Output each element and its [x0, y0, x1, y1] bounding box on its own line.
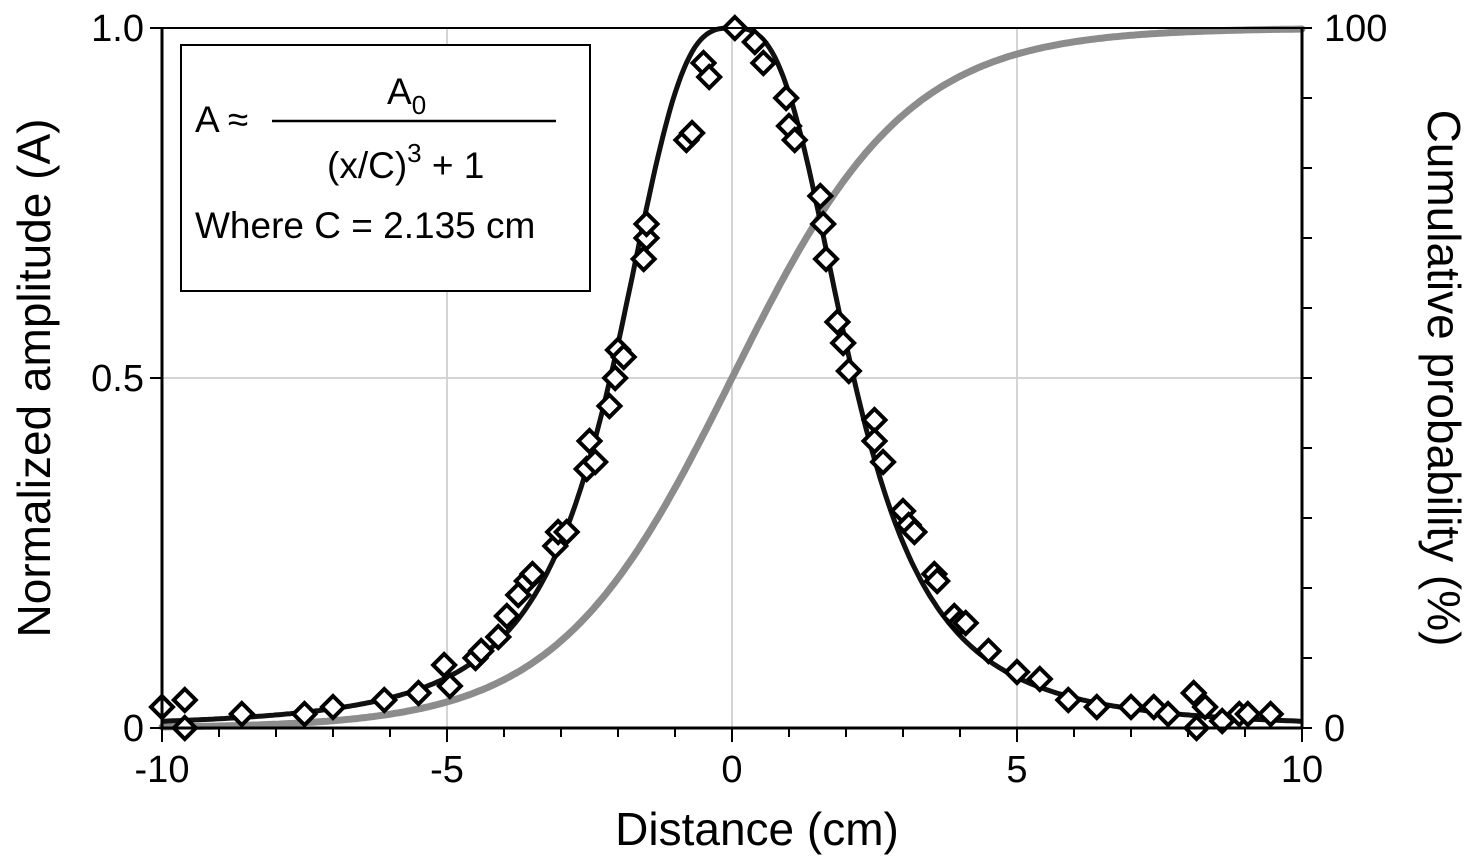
data-point [812, 245, 840, 273]
data-point [780, 126, 809, 154]
data-point [900, 518, 929, 546]
data-point [1256, 700, 1285, 728]
y-tick-label: 0.5 [91, 358, 144, 400]
data-point [740, 28, 769, 56]
data-point [951, 609, 980, 637]
data-point [601, 364, 629, 392]
data-point [869, 448, 897, 476]
data-point [806, 182, 835, 210]
data-point [695, 63, 724, 91]
data-point [170, 686, 199, 714]
x-tick-label: -5 [430, 749, 464, 791]
numerator-subscript: 0 [412, 90, 426, 120]
data-point [823, 308, 852, 336]
y2-tick-label: 0 [1324, 708, 1345, 750]
formula-lhs: A ≈ [195, 99, 248, 140]
x-axis-label: Distance (cm) [615, 803, 899, 855]
x-tick-label: 0 [721, 749, 742, 791]
data-point [835, 357, 863, 385]
formula-denominator: (x/C)3 + 1 [327, 138, 484, 186]
cumulative-probability-series [158, 25, 1306, 731]
data-point [829, 329, 857, 357]
data-point [552, 518, 581, 546]
numerator-base: A [387, 71, 412, 112]
x-tick-label: -10 [135, 749, 190, 791]
data-point [1003, 658, 1031, 686]
data-point [484, 623, 513, 651]
data-point [1025, 665, 1054, 693]
data-point [809, 210, 838, 238]
annotation-box [180, 44, 591, 292]
y2-axis-label: Cumulative probability (%) [1418, 110, 1470, 647]
data-point [581, 448, 610, 476]
data-point [493, 602, 521, 630]
data-point [319, 693, 347, 721]
y2-tick-label: 100 [1324, 8, 1387, 50]
data-point [1082, 693, 1111, 721]
data-point [595, 392, 624, 420]
data-point [404, 679, 433, 707]
data-point [974, 637, 1003, 665]
y-tick-label: 0 [123, 708, 144, 750]
x-tick-label: 5 [1006, 749, 1027, 791]
data-point [1154, 700, 1182, 728]
denominator-tail: + 1 [422, 145, 485, 186]
data-point [632, 210, 661, 238]
data-point [430, 651, 458, 679]
data-point [1179, 679, 1208, 707]
formula-numerator: A0 [387, 71, 426, 120]
denominator-superscript: 3 [407, 138, 421, 168]
data-point [575, 427, 604, 455]
data-point [1117, 693, 1145, 721]
data-point [923, 567, 952, 595]
data-point [772, 84, 800, 112]
data-point [629, 245, 658, 273]
data-point [518, 560, 547, 588]
formula-where: Where C = 2.135 cm [195, 205, 535, 246]
data-point [1054, 686, 1083, 714]
data-point [678, 119, 706, 147]
data-point [749, 49, 778, 77]
x-tick-label: 10 [1281, 749, 1323, 791]
data-point [609, 343, 638, 371]
y-axis-label: Normalized amplitude (A) [8, 119, 60, 638]
cumulative-curve [158, 25, 1306, 731]
y-tick-label: 1.0 [91, 8, 144, 50]
data-point [1234, 700, 1262, 728]
data-point [632, 224, 661, 252]
data-point [370, 686, 399, 714]
data-point [290, 700, 319, 728]
formula-annotation: A ≈ A0 (x/C)3 + 1 Where C = 2.135 cm [180, 44, 591, 292]
data-point [467, 637, 496, 665]
data-points [148, 14, 1285, 742]
data-point [1191, 693, 1219, 721]
data-point [227, 700, 256, 728]
data-point [860, 427, 889, 455]
denominator-base: (x/C) [327, 145, 407, 186]
data-point [436, 672, 464, 700]
